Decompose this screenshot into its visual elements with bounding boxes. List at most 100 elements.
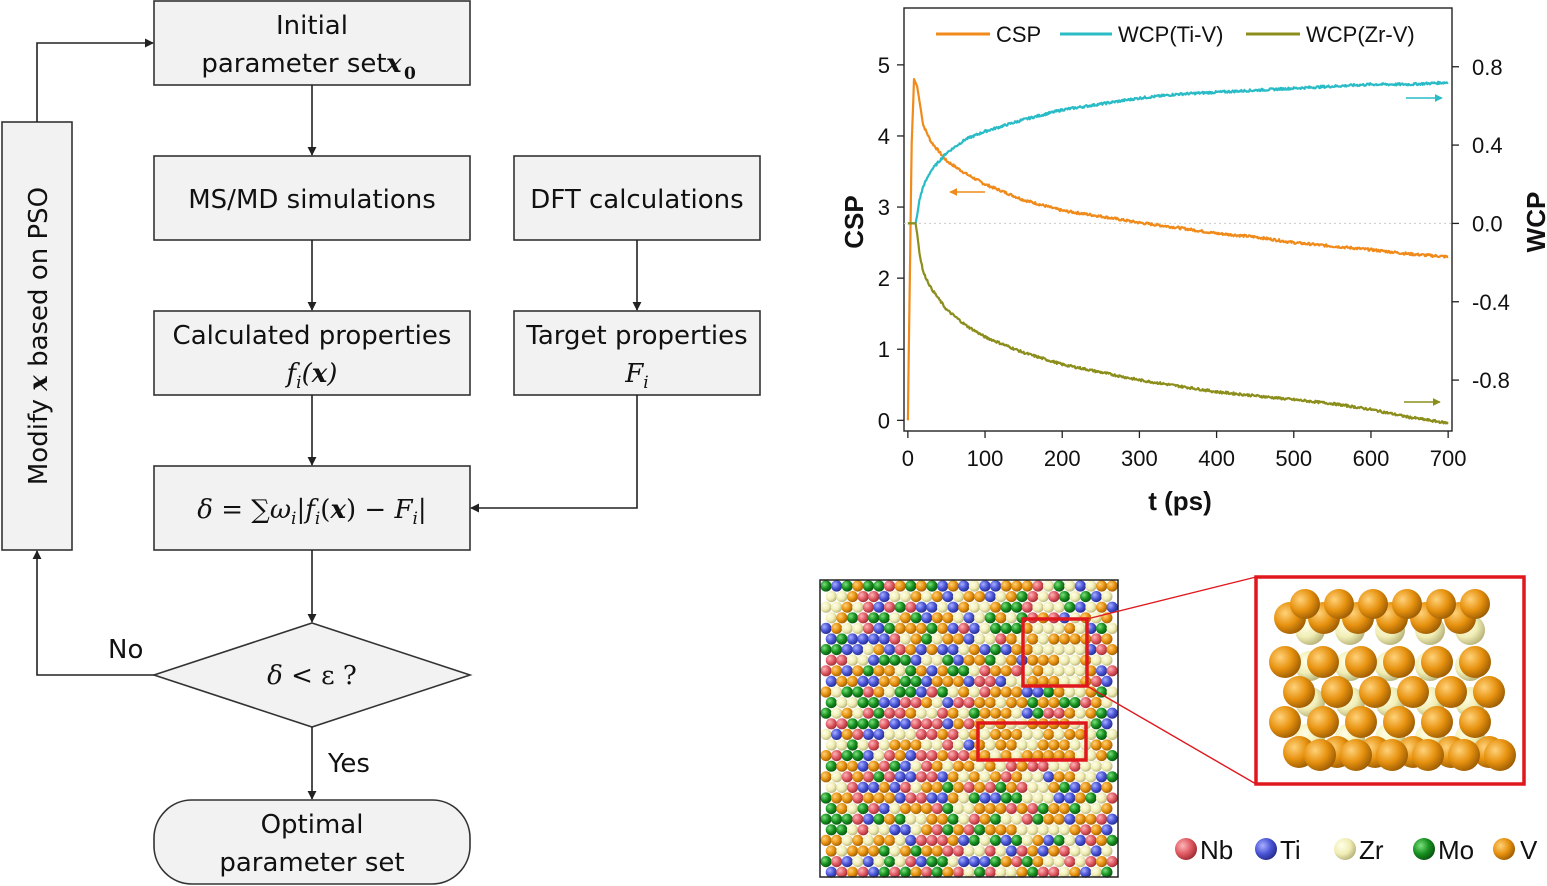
atom-zr (910, 760, 922, 772)
atom-nb (1048, 591, 1060, 603)
atom-nb (1064, 856, 1076, 868)
atom-v (947, 792, 959, 804)
atom-mo (1069, 697, 1081, 709)
atom-ti (857, 781, 869, 794)
atom-nb (894, 644, 906, 656)
atom-ti (926, 601, 938, 613)
atom-zr (1090, 654, 1102, 666)
atom-v (1048, 697, 1060, 709)
atom-ti (979, 580, 991, 592)
atom-v (1005, 633, 1018, 645)
atom-zr (831, 686, 843, 698)
atom-mo (820, 792, 832, 804)
atom-zr (1064, 580, 1076, 592)
atom-mo (1106, 834, 1118, 847)
atom-v (1101, 633, 1113, 645)
atom-mo (884, 856, 896, 868)
atom-mo (899, 654, 912, 666)
atom-ti (862, 813, 875, 825)
atom-ti (889, 697, 901, 709)
atom-nb (836, 654, 848, 666)
atom-nb (862, 601, 875, 613)
atom-v (1074, 728, 1086, 741)
atom-v (1005, 697, 1018, 709)
atom-nb (899, 697, 912, 709)
wcp-zr-v-line (907, 222, 1449, 425)
atom-v (1106, 580, 1118, 592)
atom-nb (852, 728, 864, 741)
atom-zr (1064, 665, 1076, 677)
atom-zr (963, 866, 975, 878)
atom-zr (979, 771, 991, 783)
atom-v (1005, 824, 1018, 836)
atom-v (873, 686, 885, 698)
atom-mo (1106, 771, 1118, 783)
initial-parameter-box (153, 0, 471, 86)
atom-zr (942, 760, 954, 772)
atom-zr (952, 739, 965, 751)
atom-v (990, 601, 1002, 613)
atom-v (995, 612, 1007, 624)
atom-ti (979, 792, 991, 804)
atom-v (884, 813, 896, 825)
atom-zr (878, 739, 890, 751)
atom-v (831, 834, 843, 847)
atom-zr (968, 580, 981, 592)
atom-zr (1037, 633, 1049, 645)
atom-v (1011, 644, 1023, 656)
atom-v (831, 622, 843, 635)
atom-zr (1027, 824, 1039, 836)
atom-nb (857, 866, 869, 878)
atom-zr (995, 866, 1007, 878)
atom-mo (937, 856, 949, 868)
atom-zr (1085, 580, 1097, 592)
inset-atom-v (1435, 676, 1467, 708)
inset-atom-v (1459, 706, 1491, 738)
atom-nb (1021, 813, 1033, 825)
atom-zr (831, 601, 843, 613)
atom-zr (1101, 760, 1113, 772)
atom-zr (1048, 760, 1060, 772)
atom-v (921, 697, 933, 709)
atom-nb (1069, 760, 1081, 772)
atom-zr (825, 612, 837, 624)
atom-zr (1058, 866, 1071, 878)
atom-nb (852, 813, 864, 825)
atom-nb (884, 771, 896, 783)
atom-v (942, 675, 954, 688)
atom-nb (884, 750, 896, 762)
atom-mo (926, 622, 938, 635)
atom-ti (825, 633, 837, 645)
legend-element-mo: Mo (1438, 835, 1474, 865)
atom-v (1000, 580, 1012, 592)
atom-mo (990, 813, 1002, 825)
atom-zr (1058, 760, 1071, 772)
atom-v (899, 803, 912, 815)
atom-zr (846, 697, 859, 709)
atom-nb (852, 792, 864, 804)
atom-nb (1080, 697, 1092, 709)
structure-frame (819, 579, 1119, 878)
atom-v (1037, 739, 1049, 751)
atom-nb (862, 686, 875, 698)
atom-nb (905, 601, 917, 613)
atom-nb (841, 771, 853, 783)
atom-v (963, 654, 975, 666)
atom-v (921, 845, 933, 857)
atom-nb (868, 591, 880, 603)
atom-mo (825, 697, 837, 709)
atom-mo (841, 580, 853, 592)
atom-v (931, 781, 943, 794)
atom-zr (1032, 622, 1044, 635)
atom-zr (878, 824, 890, 836)
atom-v (846, 591, 859, 603)
atom-ti (831, 728, 843, 741)
atom-v (1069, 824, 1081, 836)
atom-mo (905, 665, 917, 677)
atom-nb (884, 580, 896, 592)
atom-v (979, 707, 991, 719)
atom-mo (1058, 781, 1071, 794)
atom-v (899, 739, 912, 751)
atom-zr (952, 612, 965, 624)
atom-ti (937, 580, 949, 592)
